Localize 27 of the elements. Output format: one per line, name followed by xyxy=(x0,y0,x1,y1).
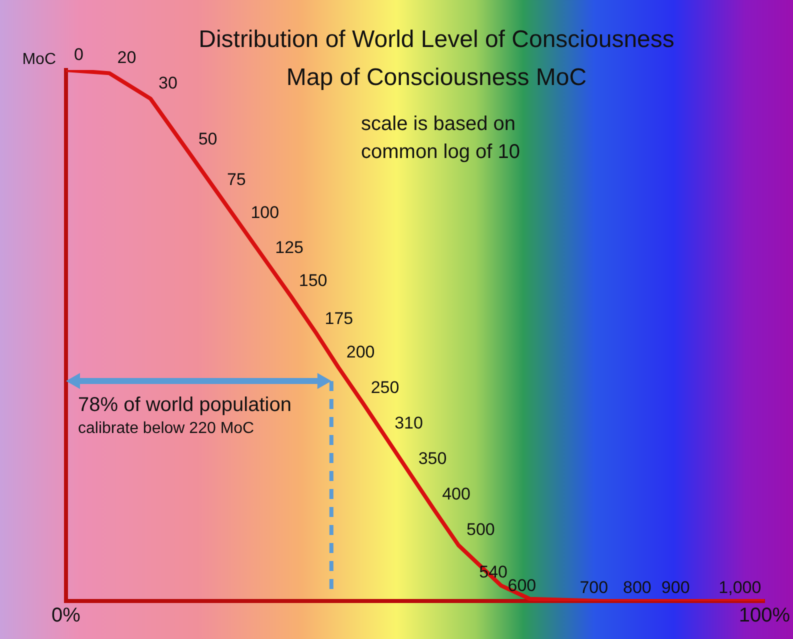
annotation: 0 xyxy=(74,45,84,64)
annotation: scale is based on xyxy=(361,113,516,135)
annotation: 400 xyxy=(442,484,470,504)
x-tick-label: 100% xyxy=(738,604,790,627)
annotation: 200 xyxy=(346,342,375,362)
annotation: 50 xyxy=(198,129,218,148)
annotation: 250 xyxy=(370,378,400,397)
annotation: 900 xyxy=(661,578,690,597)
annotation: common log of 10 xyxy=(361,141,520,163)
annotation: 1,000 xyxy=(718,578,762,597)
annotation: 150 xyxy=(298,271,328,290)
annotation: 350 xyxy=(418,449,447,468)
annotation: 78% of world population xyxy=(78,394,292,416)
annotation: 125 xyxy=(275,238,304,257)
annotation: 700 xyxy=(580,578,608,597)
y-axis-title: MoC xyxy=(22,51,56,68)
x-tick-label: 0% xyxy=(52,604,81,627)
annotation: 75 xyxy=(226,170,246,189)
annotation: 20 xyxy=(117,48,136,68)
annotation: 310 xyxy=(394,414,423,433)
annotation: 100 xyxy=(250,203,280,222)
annotation: calibrate below 220 MoC xyxy=(78,420,254,438)
annotation: 175 xyxy=(324,308,354,328)
annotation: 30 xyxy=(158,74,178,93)
annotation: 500 xyxy=(466,520,495,540)
annotation: 800 xyxy=(622,578,652,597)
annotation: 600 xyxy=(508,576,536,595)
